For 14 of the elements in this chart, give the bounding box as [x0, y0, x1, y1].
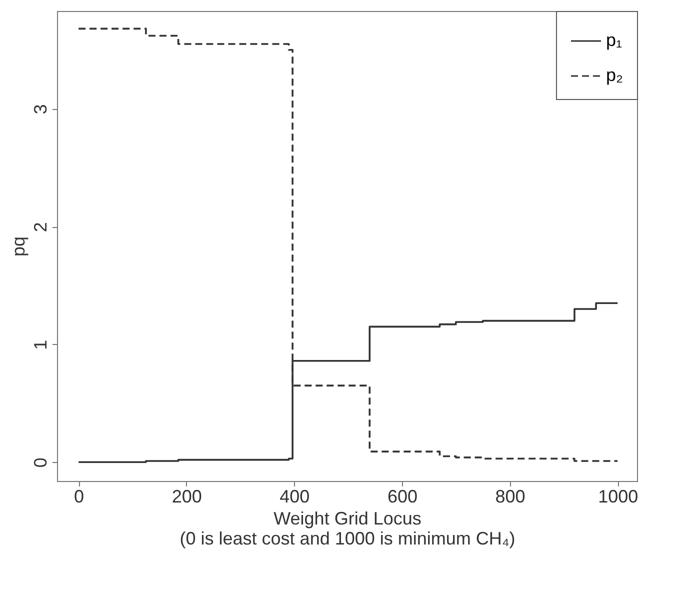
legend-label: p₁: [606, 30, 622, 50]
x-tick-label: 1000: [598, 486, 638, 506]
x-tick-label: 400: [280, 486, 310, 506]
y-tick-label: 1: [30, 340, 50, 350]
y-tick-label: 2: [30, 222, 50, 232]
x-tick-label: 800: [495, 486, 526, 506]
x-tick-label: 200: [172, 486, 202, 506]
x-axis-title: Weight Grid Locus (0 is least cost and 1000 is minimum CH₄): [180, 508, 516, 548]
x-tick-label: 0: [74, 486, 84, 506]
y-tick-label: 0: [30, 458, 50, 468]
legend-label: p₂: [606, 65, 624, 85]
y-axis-title: pq: [8, 236, 28, 257]
y-tick-label: 3: [30, 104, 50, 114]
x-tick-label: 600: [387, 486, 418, 506]
